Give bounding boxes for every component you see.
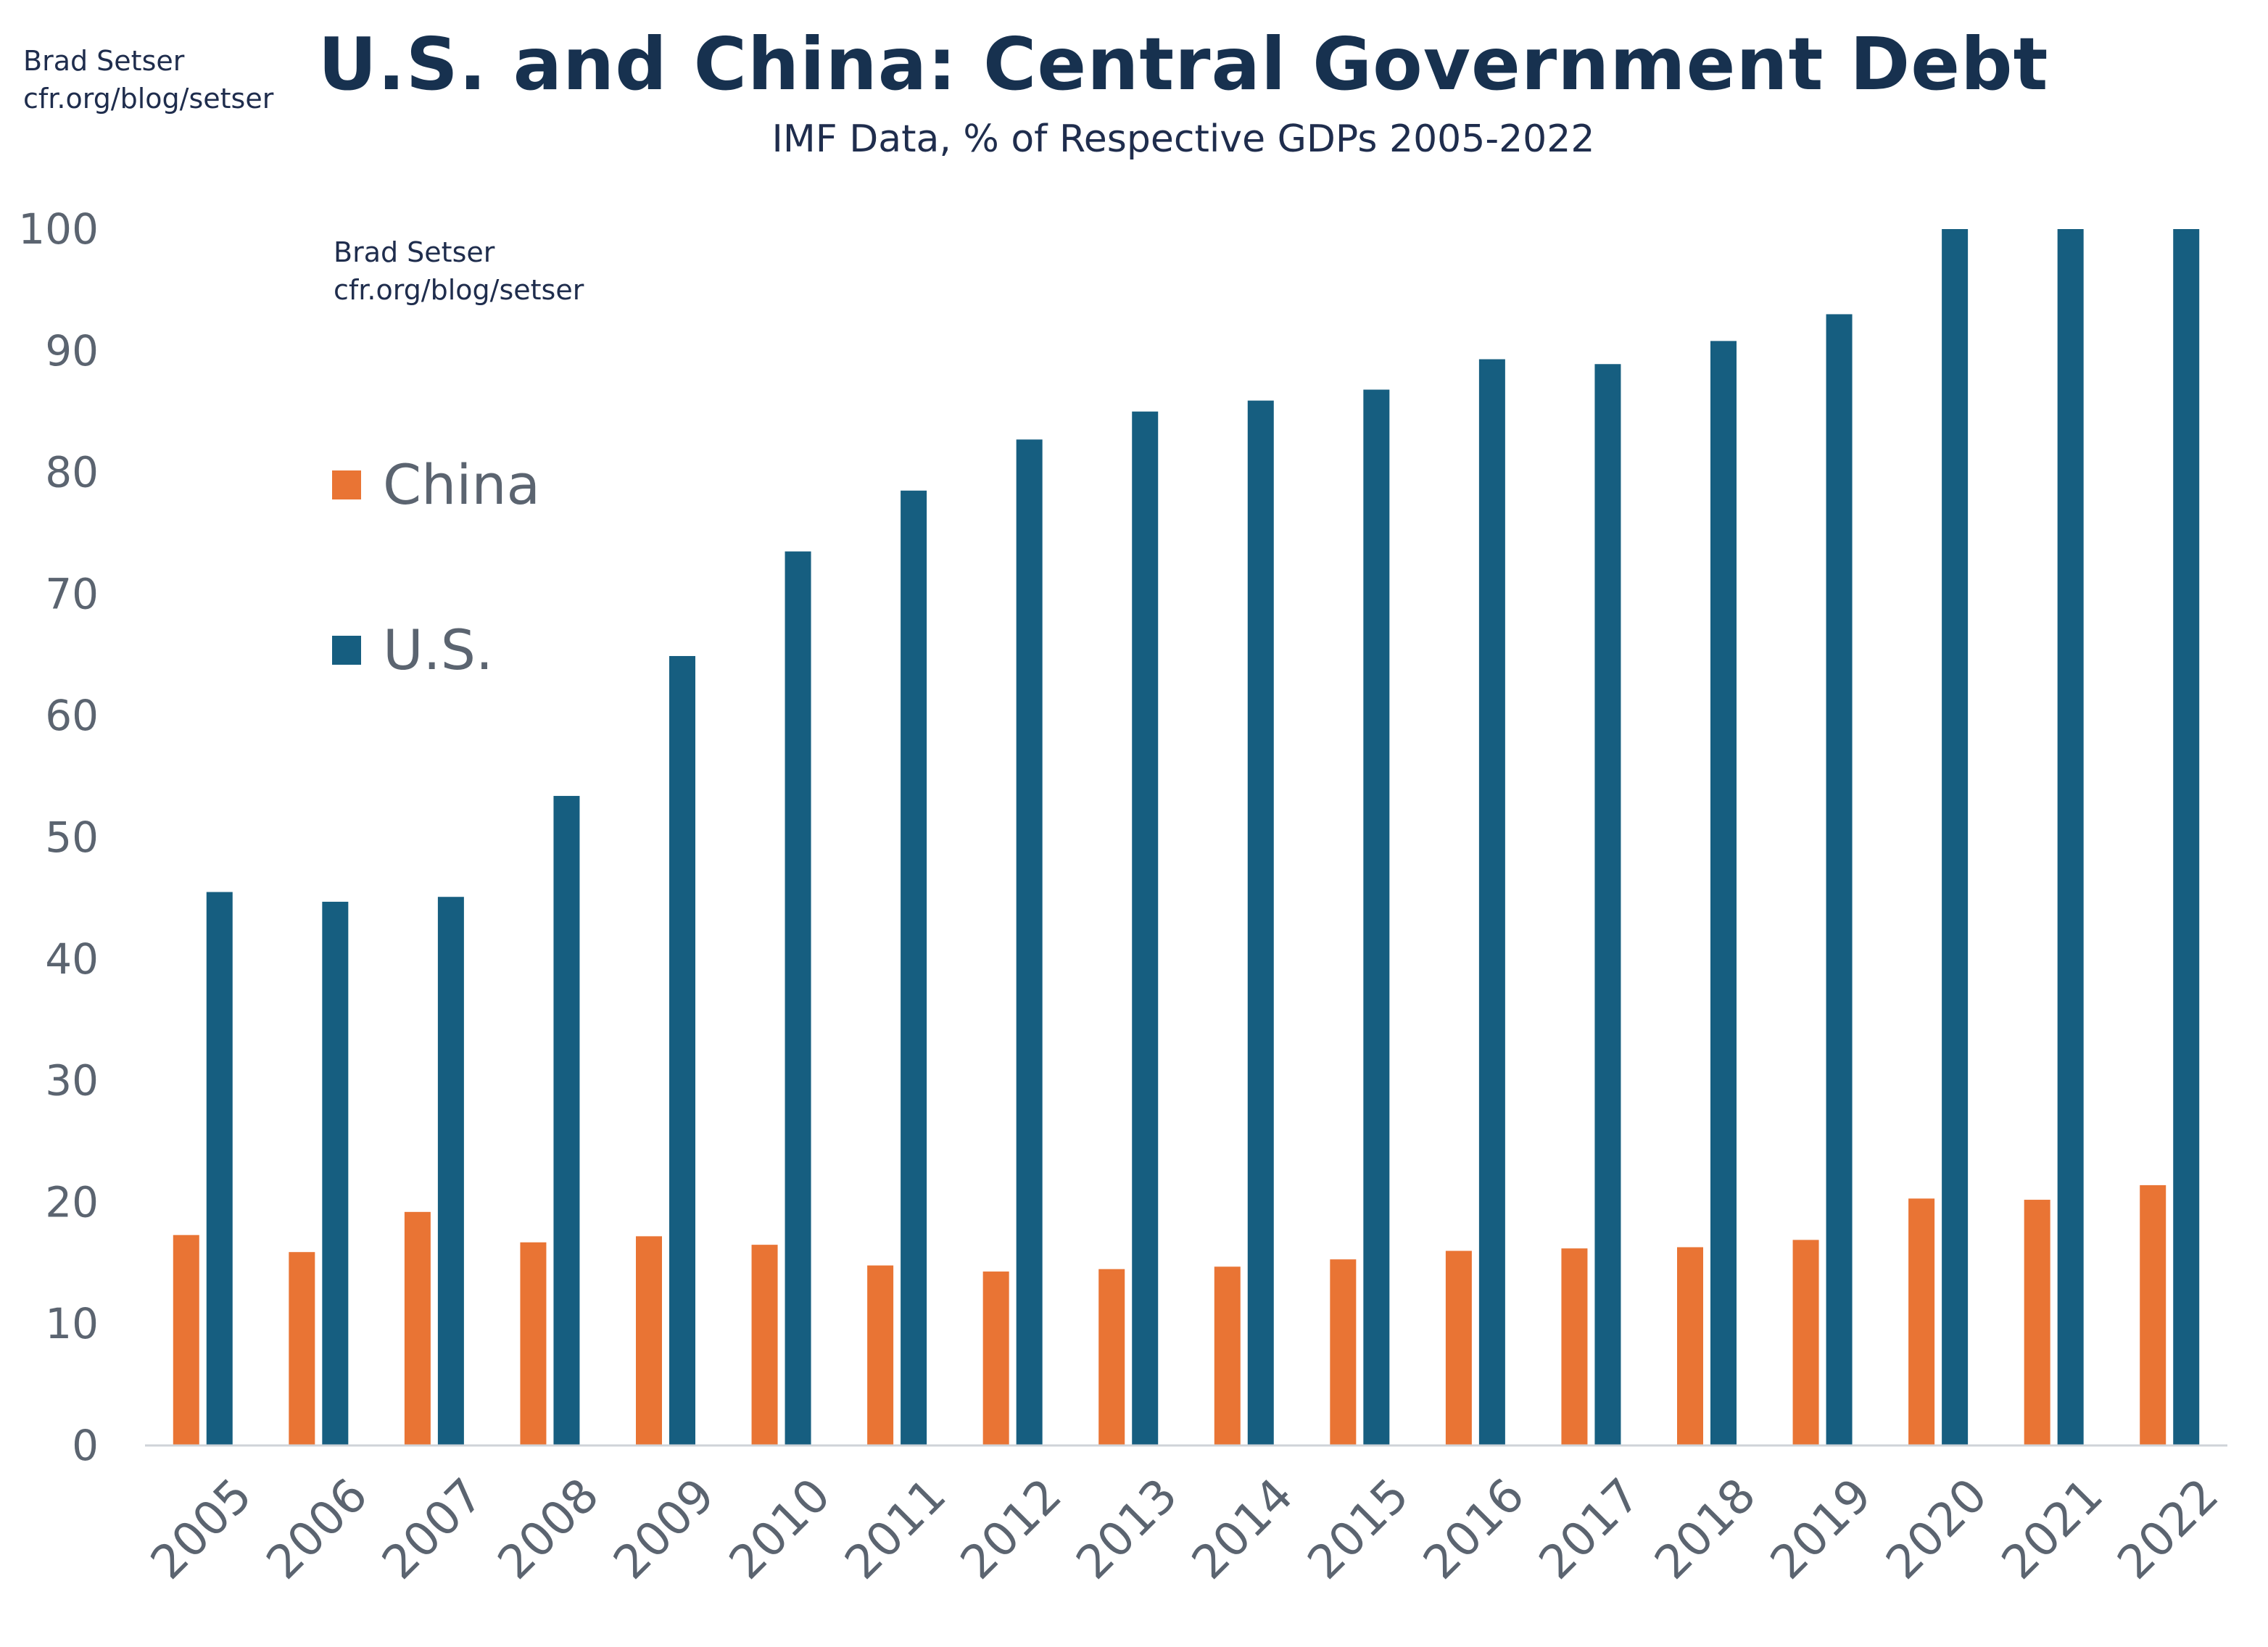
bar-china-2009: [636, 1236, 662, 1445]
x-tick-label: 2021: [1992, 1469, 2113, 1590]
bar-us-2022: [2173, 229, 2200, 1445]
credit-inner-url: cfr.org/blog/setser: [334, 274, 584, 306]
bar-us-2006: [322, 901, 349, 1445]
x-axis: 2005200620072008200920102011201220132014…: [141, 1469, 2229, 1590]
chart-title: U.S. and China: Central Government Debt: [318, 22, 2049, 107]
bar-us-2008: [553, 795, 580, 1445]
bar-us-2005: [206, 892, 233, 1445]
credit-author: Brad Setser: [23, 45, 185, 77]
y-tick-label: 20: [45, 1177, 99, 1227]
legend-item-us: U.S.: [332, 618, 493, 682]
bar-china-2011: [867, 1265, 894, 1445]
legend-label-china: China: [383, 452, 541, 517]
bar-us-2009: [669, 655, 695, 1445]
x-tick-label: 2017: [1529, 1469, 1650, 1590]
bars: [173, 229, 2200, 1446]
legend-swatch-china: [332, 470, 361, 499]
bar-china-2019: [1792, 1240, 1819, 1445]
credit-url: cfr.org/blog/setser: [23, 83, 274, 115]
bar-us-2014: [1247, 400, 1274, 1445]
credit-inner-author: Brad Setser: [334, 236, 495, 268]
y-tick-label: 70: [45, 569, 99, 618]
bar-china-2005: [173, 1235, 199, 1445]
bar-us-2013: [1132, 411, 1159, 1446]
x-tick-label: 2006: [257, 1469, 378, 1590]
legend-swatch-us: [332, 635, 361, 665]
legend-item-china: China: [332, 452, 540, 517]
bar-us-2019: [1826, 314, 1853, 1446]
x-tick-label: 2015: [1298, 1469, 1419, 1590]
bar-us-2015: [1363, 389, 1390, 1445]
y-tick-label: 50: [45, 813, 99, 862]
x-tick-label: 2016: [1414, 1469, 1535, 1590]
bar-china-2008: [520, 1242, 547, 1445]
bar-china-2016: [1445, 1250, 1472, 1445]
bar-china-2020: [1908, 1198, 1935, 1445]
y-tick-label: 90: [45, 326, 99, 376]
bar-china-2015: [1330, 1259, 1357, 1445]
x-tick-label: 2005: [141, 1469, 262, 1590]
bar-us-2010: [785, 551, 811, 1446]
y-tick-label: 100: [18, 204, 99, 254]
bar-us-2017: [1594, 364, 1621, 1445]
y-tick-label: 0: [72, 1421, 99, 1470]
bar-us-2007: [437, 897, 464, 1445]
x-tick-label: 2008: [488, 1469, 609, 1590]
legend-label-us: U.S.: [383, 618, 494, 682]
x-tick-label: 2010: [719, 1469, 840, 1590]
x-tick-label: 2011: [835, 1469, 956, 1590]
x-tick-label: 2007: [373, 1469, 494, 1590]
bar-us-2018: [1710, 341, 1737, 1446]
y-tick-label: 10: [45, 1299, 99, 1348]
bar-us-2011: [901, 490, 927, 1445]
credit-top: Brad Setser cfr.org/blog/setser: [23, 42, 273, 117]
bar-us-2021: [2057, 229, 2084, 1445]
bar-china-2018: [1677, 1247, 1703, 1445]
bar-china-2006: [289, 1252, 315, 1445]
bar-china-2012: [982, 1271, 1009, 1445]
y-tick-label: 40: [45, 934, 99, 984]
x-tick-label: 2020: [1876, 1469, 1998, 1590]
x-tick-label: 2022: [2108, 1469, 2229, 1590]
chart-subtitle: IMF Data, % of Respective GDPs 2005-2022: [771, 117, 1595, 161]
bar-china-2007: [404, 1211, 431, 1445]
bar-china-2021: [2024, 1200, 2050, 1445]
x-tick-label: 2012: [951, 1469, 1072, 1590]
x-tick-label: 2018: [1645, 1469, 1766, 1590]
x-tick-label: 2009: [604, 1469, 725, 1590]
y-axis: 0 10 20 30 40 50 60 70 80 90 100: [18, 204, 99, 1470]
bar-china-2013: [1098, 1269, 1125, 1445]
x-tick-label: 2014: [1182, 1469, 1303, 1590]
bar-us-2020: [1942, 229, 1969, 1445]
x-tick-label: 2019: [1760, 1469, 1882, 1590]
bar-china-2022: [2140, 1185, 2166, 1445]
bar-china-2014: [1214, 1266, 1241, 1445]
bar-us-2016: [1478, 359, 1505, 1445]
credit-inner: Brad Setser cfr.org/blog/setser: [334, 233, 584, 309]
y-tick-label: 30: [45, 1056, 99, 1105]
y-tick-label: 80: [45, 448, 99, 497]
bar-china-2017: [1561, 1248, 1588, 1445]
bar-china-2010: [751, 1245, 778, 1445]
y-tick-label: 60: [45, 691, 99, 740]
bar-us-2012: [1016, 439, 1043, 1446]
x-tick-label: 2013: [1067, 1469, 1188, 1590]
